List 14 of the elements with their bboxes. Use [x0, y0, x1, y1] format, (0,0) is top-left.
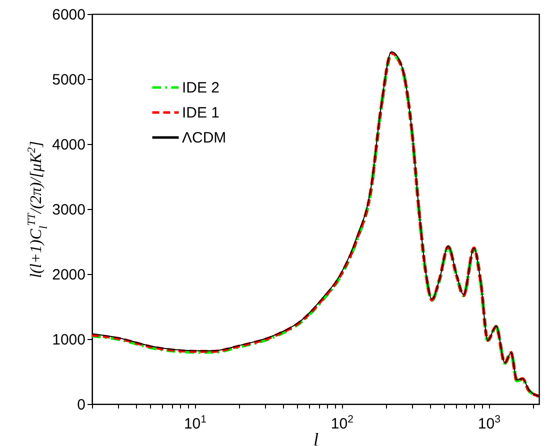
y-tick-label: 3000 — [52, 202, 86, 218]
x-axis-title: l — [313, 430, 319, 446]
y-tick-label: 5000 — [52, 72, 86, 88]
y-tick-label: 4000 — [52, 136, 86, 154]
x-tick-label: 10$^{3}$ — [478, 414, 501, 432]
legend-label: ΛCDM — [182, 130, 226, 146]
y-tick-label: 6000 — [52, 6, 86, 24]
legend-label: IDE 2 — [182, 80, 220, 96]
x-tick-label: 10$^{1}$ — [184, 414, 207, 432]
x-tick-label: 10$^{2}$ — [330, 414, 354, 432]
y-tick-label: 0 — [77, 396, 86, 414]
legend-label: IDE 1 — [182, 104, 220, 122]
y-tick-label: 1000 — [52, 332, 86, 348]
y-tick-label: 2000 — [52, 266, 86, 284]
